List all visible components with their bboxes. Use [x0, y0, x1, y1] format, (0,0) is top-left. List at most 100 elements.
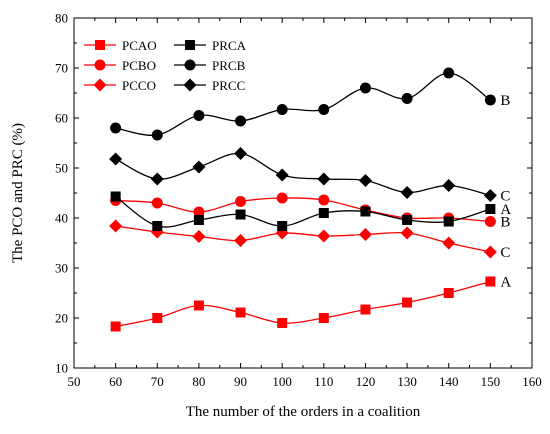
- data-point-prca: [235, 209, 246, 220]
- legend-item-prcc: PRCC: [174, 78, 245, 93]
- series-line-prca: [115, 195, 491, 228]
- legend-marker-prcc: [183, 78, 197, 92]
- x-tick-label: 110: [314, 374, 333, 389]
- x-tick-label: 90: [234, 374, 247, 389]
- end-label-prcb: B: [500, 93, 510, 109]
- x-tick-label: 130: [397, 374, 417, 389]
- data-point-prcb: [359, 82, 371, 94]
- data-point-prcc: [442, 179, 456, 192]
- x-tick-label: 150: [481, 374, 501, 389]
- data-point-prcb: [443, 67, 455, 79]
- series-layer: [109, 67, 497, 332]
- data-point-prcb: [110, 122, 122, 134]
- legend-label-prca: PRCA: [212, 38, 247, 53]
- legend-item-pcao: PCAO: [84, 38, 157, 53]
- data-point-prca: [485, 204, 496, 214]
- y-tick-label: 10: [55, 361, 68, 376]
- data-point-pcao: [152, 313, 163, 323]
- data-point-pcao: [110, 321, 121, 332]
- data-point-prcb: [276, 104, 288, 115]
- data-point-pcbo: [318, 194, 330, 206]
- legend-marker-prca: [185, 40, 195, 50]
- data-point-pcbo: [151, 197, 163, 209]
- y-tick-label: 60: [55, 111, 68, 126]
- data-point-prcb: [193, 110, 205, 121]
- data-point-pcao: [193, 300, 204, 311]
- data-point-pcao: [235, 307, 246, 318]
- legend-marker-pcco: [93, 78, 107, 92]
- end-label-pcco: C: [500, 245, 510, 261]
- data-point-pcao: [443, 288, 454, 298]
- data-point-pcao: [485, 276, 496, 287]
- series-line-pcao: [115, 280, 491, 328]
- legend-label-pcbo: PCBO: [122, 58, 156, 73]
- y-tick-label: 30: [55, 261, 68, 276]
- data-point-pcbo: [235, 196, 247, 207]
- x-axis-title: The number of the orders in a coalition: [186, 404, 421, 420]
- data-point-prcc: [192, 160, 206, 174]
- y-axis-title: The PCO and PRC (%): [10, 123, 26, 263]
- series-line-prcb: [115, 72, 491, 136]
- end-label-pcbo: B: [500, 215, 510, 231]
- legend-item-pcco: PCCO: [84, 78, 156, 93]
- data-point-prcc: [483, 189, 497, 202]
- data-point-prcc: [400, 186, 414, 199]
- x-tick-label: 70: [151, 374, 164, 389]
- data-point-prca: [277, 221, 288, 231]
- data-point-pcco: [358, 228, 372, 241]
- series-pcco: [109, 219, 497, 259]
- data-point-prcb: [318, 104, 330, 115]
- legend-item-prca: PRCA: [174, 38, 247, 53]
- legend-item-prcb: PRCB: [174, 58, 246, 73]
- axis-ticks: 50 60 70 80 90 100 110 120 130 140 150 160 10 20 30 40 5…: [55, 11, 542, 390]
- legend-label-pcao: PCAO: [122, 38, 157, 53]
- y-tick-label: 80: [55, 11, 68, 26]
- legend-marker-pcbo: [94, 59, 106, 71]
- end-label-prca: A: [500, 202, 511, 218]
- data-point-prcb: [401, 93, 413, 104]
- x-tick-label: 60: [109, 374, 122, 389]
- legend: PCAO PCBO PCCO PRCA PRCB PRCC: [84, 38, 247, 93]
- data-point-pcao: [318, 313, 329, 323]
- data-point-pcao: [402, 297, 413, 308]
- data-point-prcc: [109, 152, 123, 166]
- series-pcao: [110, 276, 496, 332]
- legend-marker-prcb: [184, 59, 196, 71]
- data-point-pcbo: [484, 216, 496, 227]
- data-point-pcco: [442, 236, 456, 250]
- x-tick-label: 120: [356, 374, 376, 389]
- legend-label-prcb: PRCB: [212, 58, 246, 73]
- data-point-prca: [443, 216, 454, 227]
- end-label-prcc: C: [500, 189, 510, 205]
- data-point-pcco: [483, 245, 497, 259]
- series-prca: [110, 191, 496, 231]
- data-point-pcco: [234, 234, 248, 247]
- x-tick-label: 160: [522, 374, 542, 389]
- data-point-prcc: [317, 172, 331, 186]
- data-point-prcc: [234, 147, 248, 160]
- series-prcc: [109, 147, 497, 202]
- data-point-prca: [193, 215, 204, 225]
- series-prcb: [110, 67, 496, 141]
- x-tick-label: 140: [439, 374, 459, 389]
- legend-label-prcc: PRCC: [212, 78, 245, 93]
- data-point-prcc: [275, 168, 289, 182]
- data-point-prcb: [235, 115, 247, 127]
- data-point-prca: [318, 208, 329, 218]
- data-point-pcao: [360, 304, 371, 315]
- legend-label-pcco: PCCO: [122, 78, 156, 93]
- legend-item-pcbo: PCBO: [84, 58, 156, 73]
- y-tick-label: 20: [55, 311, 68, 326]
- end-label-pcao: A: [500, 275, 511, 291]
- series-line-prcc: [115, 152, 491, 197]
- data-point-pcbo: [193, 206, 205, 218]
- data-point-pcco: [192, 230, 206, 243]
- data-point-prca: [360, 206, 371, 217]
- y-tick-label: 40: [55, 211, 68, 226]
- y-tick-label: 50: [55, 161, 68, 176]
- data-point-prca: [110, 191, 121, 202]
- data-point-pcbo: [276, 192, 288, 204]
- series-line-pcco: [115, 225, 491, 253]
- x-tick-label: 50: [68, 374, 81, 389]
